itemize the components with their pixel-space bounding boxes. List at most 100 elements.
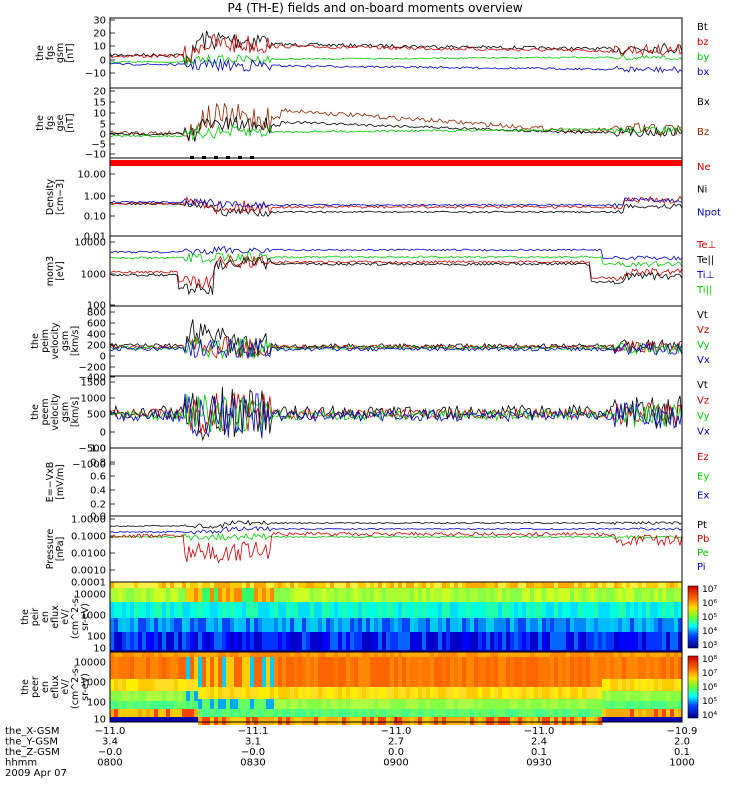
legend-entry: Vx	[697, 355, 710, 366]
tick-label: 0.1000	[71, 532, 106, 543]
spectro-cell	[250, 582, 255, 588]
spectro-cell	[438, 717, 443, 725]
spectro-cell	[454, 650, 459, 652]
tick-label: 0.0	[90, 512, 106, 523]
spectro-cell	[118, 709, 123, 717]
spectro-cell	[506, 717, 511, 725]
trace-ti-par	[109, 252, 683, 268]
tick-label: 0.0010	[71, 566, 106, 577]
spectro-cell	[386, 602, 391, 618]
spectro-cell	[422, 632, 427, 650]
spectro-cell	[622, 691, 627, 701]
spectro-cell	[294, 657, 299, 687]
spectro-cell	[498, 687, 503, 699]
spectro-cell	[254, 687, 259, 699]
spectro-cell	[402, 632, 407, 650]
spectro-cell	[142, 632, 147, 650]
spectro-cell	[350, 717, 355, 725]
spectro-cell	[446, 657, 451, 687]
spectro-cell	[122, 679, 127, 691]
spectro-cell	[502, 588, 507, 602]
spectro-cell	[662, 709, 667, 717]
spectro-cell	[570, 650, 575, 652]
spectro-cell	[230, 632, 235, 650]
spectro-cell	[242, 632, 247, 650]
tick-label: 0.6	[90, 472, 106, 483]
spectro-cell	[482, 618, 487, 632]
spectro-cell	[294, 717, 299, 725]
spectro-cell	[166, 618, 171, 632]
spectro-cell	[446, 687, 451, 699]
spectro-cell	[302, 657, 307, 687]
spectro-cell	[318, 632, 323, 650]
spectro-cell	[658, 650, 663, 652]
spectro-cell	[222, 687, 227, 699]
spectro-cell	[506, 709, 511, 717]
spectro-cell	[194, 632, 199, 650]
spectro-cell	[186, 650, 191, 652]
spectro-cell	[370, 657, 375, 687]
spectro-cell	[358, 582, 363, 588]
spectro-cell	[154, 679, 159, 691]
spectro-cell	[586, 699, 591, 709]
panel-ylabel: eflux	[50, 675, 61, 699]
spectro-cell	[586, 602, 591, 618]
spectro-cell	[358, 717, 363, 725]
spectro-cell	[162, 650, 167, 652]
spectro-cell	[166, 691, 171, 701]
spectro-cell	[426, 588, 431, 602]
spectro-cell	[342, 657, 347, 687]
spectro-cell	[334, 632, 339, 650]
panel-ylabel: (cm^2-s-	[70, 665, 81, 709]
spectro-cell	[418, 699, 423, 709]
legend-entry: Vx	[697, 427, 710, 438]
spectro-cell	[402, 602, 407, 618]
spectro-cell	[138, 717, 143, 722]
spectro-cell	[254, 699, 259, 709]
spectro-cell	[354, 652, 359, 657]
spectro-cell	[662, 679, 667, 691]
spectro-cell	[246, 717, 251, 725]
spectro-cell	[130, 709, 135, 717]
spectro-cell	[650, 632, 655, 650]
spectro-cell	[558, 632, 563, 650]
spectro-cell	[122, 602, 127, 618]
spectro-cell	[130, 650, 135, 652]
spectro-cell	[610, 709, 615, 717]
panel-9: the peir en eflux eV/(cm^2-s-sr-eV)100001000…	[20, 585, 717, 655]
spectro-cell	[254, 657, 259, 687]
spectro-cell	[662, 650, 667, 652]
spectro-cell	[282, 618, 287, 632]
spectro-cell	[314, 582, 319, 588]
spectro-cell	[602, 717, 607, 722]
x-tick-label: −0.0	[98, 747, 122, 758]
spectro-cell	[202, 618, 207, 632]
spectro-cell	[598, 717, 603, 725]
spectro-cell	[606, 701, 611, 709]
spectro-cell	[150, 618, 155, 632]
spectro-cell	[546, 582, 551, 588]
spectro-cell	[126, 618, 131, 632]
spectro-cell	[394, 709, 399, 717]
spectro-cell	[422, 650, 427, 652]
spectro-cell	[662, 652, 667, 657]
spectro-cell	[458, 717, 463, 725]
spectro-cell	[418, 582, 423, 588]
spectro-cell	[222, 717, 227, 725]
spectro-cell	[582, 652, 587, 657]
spectro-cell	[190, 650, 195, 652]
spectro-cell	[662, 582, 667, 588]
spectro-cell	[590, 588, 595, 602]
spectro-cell	[578, 602, 583, 618]
spectro-cell	[526, 717, 531, 725]
spectro-cell	[218, 699, 223, 709]
spectro-cell	[506, 652, 511, 657]
spectro-cell	[214, 650, 219, 652]
spectro-cell	[406, 717, 411, 725]
spectro-cell	[382, 709, 387, 717]
spectro-cell	[250, 650, 255, 652]
spectro-cell	[122, 701, 127, 709]
spectro-cell	[562, 618, 567, 632]
spectro-cell	[630, 588, 635, 602]
spectro-cell	[310, 602, 315, 618]
